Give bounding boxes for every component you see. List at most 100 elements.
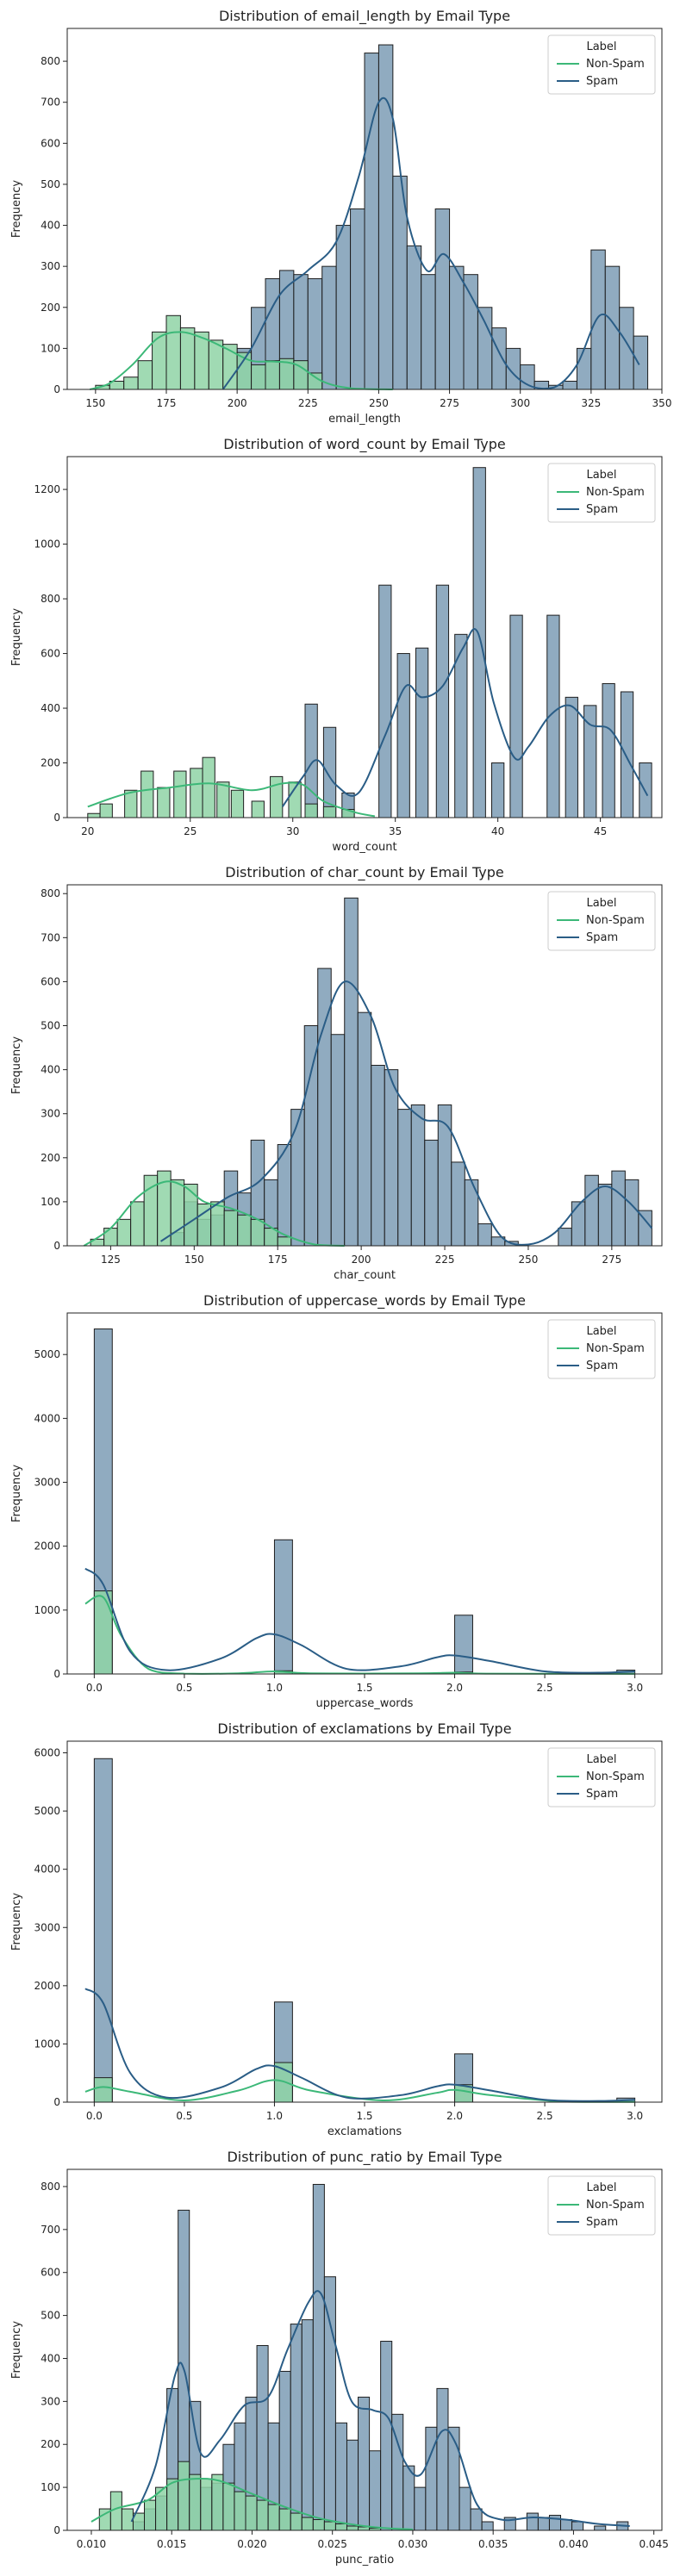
chart-title: Distribution of exclamations by Email Ty… [217, 1720, 511, 1737]
nonspam-bar [278, 2508, 291, 2531]
x-axis-label: word_count [332, 841, 396, 854]
y-tick-label: 600 [41, 137, 60, 149]
chart-panel-1: Distribution of email_length by Email Ty… [10, 8, 671, 426]
x-tick-label: 0.5 [176, 1682, 192, 1694]
spam-kde-line [84, 1988, 635, 2102]
spam-bar [301, 2319, 314, 2531]
chart-panel-2: Distribution of word_count by Email Type… [10, 436, 663, 854]
legend-box [547, 1747, 656, 1808]
nonspam-bar [121, 2508, 134, 2531]
nonspam-bar [157, 787, 171, 818]
x-tick-label: 300 [510, 397, 530, 409]
spam-bar [421, 274, 436, 390]
chart-title: Distribution of char_count by Email Type [225, 864, 503, 881]
spam-bar [491, 762, 505, 818]
spam-bar [406, 245, 422, 390]
y-tick-label: 1000 [34, 538, 60, 551]
x-tick-label: 0.030 [398, 2538, 427, 2550]
x-tick-label: 350 [652, 397, 672, 409]
nonspam-bar [184, 1183, 198, 1247]
spam-bar [434, 208, 451, 390]
legend-entry: Spam [586, 75, 618, 88]
spam-bar [415, 647, 429, 818]
nonspam-bar [277, 1236, 292, 1247]
nonspam-bar [202, 756, 215, 818]
x-tick-label: 1.0 [266, 1682, 283, 1694]
spam-bar [602, 682, 615, 818]
y-axis-label: Frequency [10, 1893, 23, 1951]
spam-bar [378, 584, 392, 818]
spam-bar [477, 1223, 492, 1247]
y-tick-label: 600 [41, 648, 60, 660]
x-tick-label: 150 [85, 397, 105, 409]
spam-bar [459, 2486, 471, 2531]
x-axis-label: char_count [334, 1269, 396, 1282]
x-tick-label: 0.040 [558, 2538, 588, 2550]
spam-bar [344, 897, 359, 1247]
spam-bar [537, 2517, 550, 2531]
legend-entry: Spam [586, 931, 618, 944]
legend: Label Non-Spam Spam [547, 1747, 656, 1808]
spam-bar [565, 696, 578, 818]
spam-bar [583, 705, 597, 818]
spam-bar [436, 2387, 449, 2531]
spam-bar [303, 1025, 319, 1247]
spam-bar [584, 1174, 599, 1247]
spam-bar [481, 2521, 494, 2531]
plot-frame [66, 884, 663, 1247]
nonspam-bar [93, 2077, 113, 2103]
spam-bar [454, 1615, 473, 1675]
spam-bar [451, 1161, 465, 1247]
spam-bar [560, 2519, 573, 2531]
nonspam-kde-line [83, 1180, 345, 1247]
y-tick-label: 1000 [34, 1604, 60, 1616]
spam-bar [633, 335, 649, 390]
spam-bar [371, 1065, 385, 1247]
legend-box [547, 463, 656, 523]
x-tick-label: 150 [184, 1254, 204, 1266]
y-tick-label: 700 [41, 96, 60, 109]
spam-bar [590, 249, 606, 390]
y-tick-label: 800 [41, 887, 60, 899]
spam-bar [619, 307, 634, 390]
legend-title: Label [586, 2181, 616, 2194]
nonspam-bar [358, 2526, 371, 2531]
spam-bar [273, 1539, 293, 1675]
y-tick-label: 200 [41, 757, 60, 769]
y-tick-label: 0 [53, 1668, 60, 1680]
x-axis-label: punc_ratio [335, 2554, 394, 2567]
x-tick-label: 20 [81, 825, 94, 837]
x-tick-label: 0.0 [86, 1682, 103, 1694]
y-tick-label: 400 [41, 1064, 60, 1076]
y-tick-label: 300 [41, 260, 60, 272]
y-axis-label: Frequency [10, 1465, 23, 1522]
spam-bar [290, 2324, 303, 2531]
spam-bar [437, 1104, 452, 1247]
nonspam-bar [251, 364, 266, 390]
spam-bar [477, 307, 493, 390]
legend-box [547, 1319, 656, 1379]
y-tick-label: 400 [41, 2352, 60, 2364]
nonspam-kde-line [87, 781, 376, 818]
legend: Label Non-Spam Spam [547, 1319, 656, 1379]
x-tick-label: 225 [435, 1254, 455, 1266]
y-tick-label: 2000 [34, 1980, 60, 1992]
nonspam-bar [216, 781, 230, 818]
y-tick-label: 6000 [34, 1747, 60, 1759]
x-tick-label: 3.0 [627, 1682, 643, 1694]
legend-entry: Non-Spam [586, 914, 645, 927]
nonspam-bar [173, 770, 187, 818]
x-tick-label: 0.5 [176, 2110, 192, 2122]
legend: Label Non-Spam Spam [547, 463, 656, 523]
x-axis-label: uppercase_words [316, 1697, 414, 1710]
spam-bar [364, 53, 379, 390]
legend-entry: Non-Spam [586, 2199, 645, 2212]
x-tick-label: 1.0 [266, 2110, 283, 2122]
x-tick-label: 3.0 [627, 2110, 643, 2122]
legend-entry: Non-Spam [586, 1342, 645, 1355]
spam-bar [472, 467, 486, 818]
nonspam-bar [93, 1590, 113, 1675]
y-tick-label: 0 [53, 812, 60, 824]
nonspam-kde-line [84, 1595, 635, 1675]
x-tick-label: 0.0 [86, 2110, 103, 2122]
